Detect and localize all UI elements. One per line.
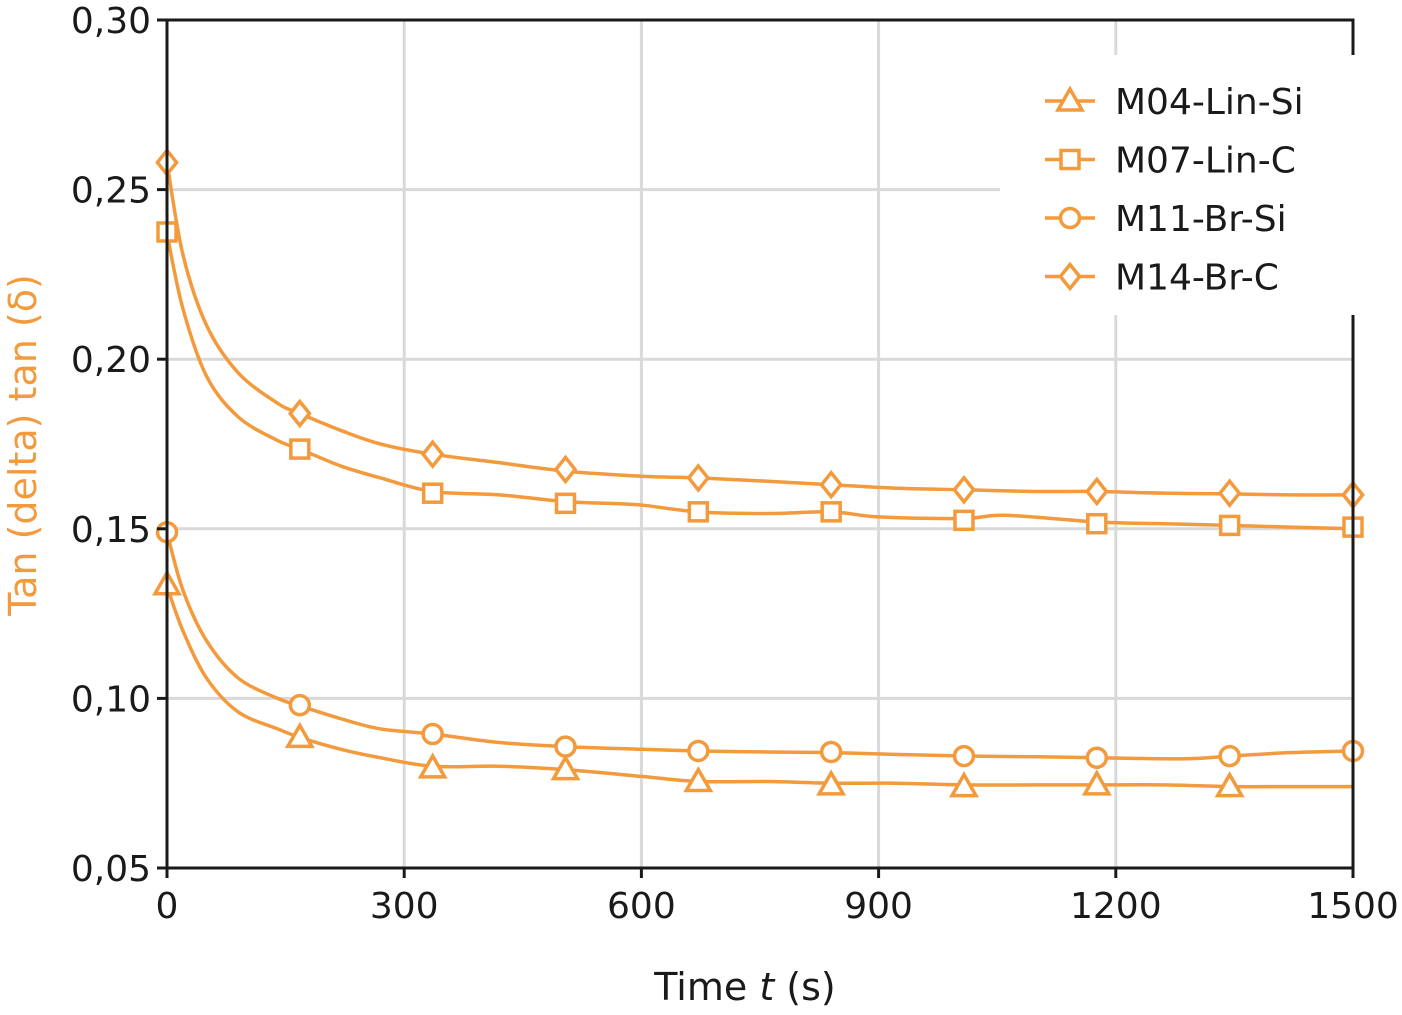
x-tick-label: 0: [156, 886, 179, 927]
legend-item[interactable]: M07-Lin-C: [1045, 141, 1296, 182]
y-tick-label: 0,10: [71, 679, 151, 720]
data-point-square: [953, 509, 975, 532]
data-point-circle: [687, 739, 710, 763]
y-axis-title: Tan (delta) tan (δ): [1, 274, 45, 617]
data-point-triangle: [1214, 771, 1245, 798]
data-point-triangle: [1081, 769, 1112, 796]
data-point-diamond: [1217, 478, 1242, 508]
plot-frame: [165, 18, 1355, 870]
data-point-square: [421, 482, 444, 504]
series-M11-Br-Si: [155, 520, 1365, 770]
data-point-diamond: [1084, 476, 1109, 507]
legend-label: M11-Br-Si: [1115, 199, 1287, 240]
data-point-circle: [288, 693, 312, 717]
series-M07-Lin-C: [156, 221, 1364, 538]
data-point-diamond: [952, 474, 976, 505]
data-point-triangle: [683, 765, 714, 793]
data-point-circle: [819, 740, 843, 764]
legend[interactable]: M04-Lin-Si M07-Lin-C M11-Br-Si M14-Br-C: [1045, 82, 1304, 299]
x-tick-label: 1500: [1307, 886, 1399, 927]
y-tick-label: 0,05: [71, 849, 151, 890]
data-point-triangle: [948, 771, 980, 798]
data-point-square: [289, 438, 311, 460]
legend-item[interactable]: M11-Br-Si: [1045, 199, 1287, 240]
data-point-circle: [554, 735, 577, 758]
data-point-triangle: [816, 769, 847, 796]
x-axis-title: Time t (s): [653, 965, 836, 1009]
data-point-diamond: [287, 398, 312, 429]
data-point-square: [687, 501, 710, 523]
legend-marker-diamond: [1058, 261, 1082, 292]
data-point-circle: [1218, 744, 1241, 768]
y-tick-label: 0,25: [71, 171, 151, 212]
x-tick-label: 900: [844, 886, 913, 927]
legend-background: [1000, 55, 1370, 315]
data-point-triangle: [284, 721, 315, 749]
data-point-diamond: [420, 439, 445, 469]
data-point-square: [1086, 512, 1108, 535]
data-point-square: [554, 492, 577, 515]
series-line: [165, 584, 1355, 789]
legend-item[interactable]: M04-Lin-Si: [1045, 82, 1304, 123]
data-point-diamond: [553, 454, 578, 485]
data-point-diamond: [686, 463, 711, 493]
legend-marker-circle: [1058, 206, 1082, 230]
legend-label: M04-Lin-Si: [1115, 82, 1304, 123]
legend-marker-square: [1059, 148, 1081, 171]
legend-label: M14-Br-C: [1115, 258, 1279, 299]
axes: [157, 18, 1355, 878]
x-tick-label: 300: [370, 886, 439, 927]
data-point-square: [820, 501, 842, 523]
data-point-circle: [1085, 746, 1109, 770]
y-tick-label: 0,20: [71, 340, 151, 381]
x-tick-label: 1200: [1070, 886, 1162, 927]
data-point-diamond: [819, 469, 844, 500]
legend-marker-triangle: [1054, 85, 1086, 112]
y-tick-label: 0,30: [71, 1, 151, 42]
data-point-circle: [952, 744, 976, 768]
data-point-triangle: [550, 754, 581, 781]
data-point-square: [1218, 514, 1241, 537]
legend-item[interactable]: M14-Br-C: [1045, 258, 1279, 299]
series-line: [165, 160, 1355, 497]
tick-labels: 0 300 600 900 1200 1500 0,05 0,10 0,15 0,20 0,25 0,…: [71, 1, 1399, 927]
data-point-circle: [421, 722, 444, 746]
x-tick-label: 600: [607, 886, 676, 927]
data-point-triangle: [417, 752, 448, 779]
series-line: [165, 530, 1355, 761]
series-M04-Lin-Si: [151, 569, 1355, 798]
legend-label: M07-Lin-C: [1115, 141, 1296, 182]
y-tick-label: 0,15: [71, 510, 151, 551]
